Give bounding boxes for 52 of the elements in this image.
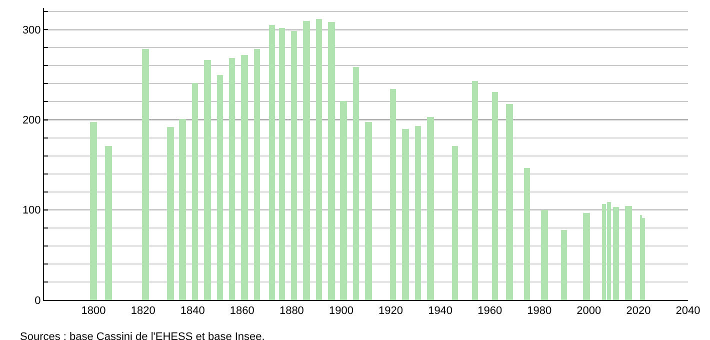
bar [625, 206, 632, 300]
bar [328, 22, 335, 300]
bar [402, 129, 409, 300]
bar [390, 89, 396, 300]
x-tick-label: 2000 [576, 305, 602, 318]
bar [167, 127, 174, 300]
bar [105, 146, 112, 300]
x-tick-label: 1920 [378, 305, 404, 318]
bar [365, 122, 372, 300]
x-tick-label: 1960 [478, 305, 502, 318]
bar [541, 210, 548, 300]
bar [179, 119, 186, 300]
x-tick-label: 1900 [328, 305, 354, 318]
x-tick-label: 1820 [130, 305, 156, 318]
bar [452, 146, 458, 300]
y-tick-label: 100 [22, 204, 41, 217]
bar [524, 168, 530, 300]
source-note: Sources : base Cassini de l'EHESS et base Insee. [20, 331, 265, 340]
bar [291, 31, 297, 300]
y-tick-label: 300 [22, 24, 41, 36]
bar [217, 75, 223, 300]
y-tick-label: 0 [34, 294, 41, 307]
y-tick-label: 200 [22, 114, 41, 127]
bar [254, 49, 260, 300]
x-tick-label: 2020 [626, 305, 651, 318]
x-tick-label: 1800 [81, 305, 106, 318]
bar [90, 122, 97, 300]
bar [316, 19, 322, 300]
bar [353, 67, 359, 300]
bar [303, 21, 310, 300]
bar [269, 25, 275, 300]
x-tick-label: 1840 [180, 305, 205, 318]
bar [279, 28, 285, 300]
x-tick-label: 2040 [676, 305, 700, 318]
bar [142, 49, 149, 300]
bar [340, 101, 347, 300]
bar [427, 117, 434, 300]
bar [229, 58, 235, 300]
bar [204, 60, 211, 300]
bar [415, 126, 421, 300]
x-tick-label: 1980 [527, 305, 552, 318]
x-tick-label: 1880 [279, 305, 304, 318]
bar [561, 230, 567, 300]
x-tick-label: 1860 [230, 305, 254, 318]
bar [506, 104, 513, 300]
bar [472, 81, 478, 300]
bar [492, 92, 498, 300]
bar [241, 55, 248, 300]
bar [192, 83, 198, 300]
x-tick-label: 1940 [428, 305, 453, 318]
bar [613, 207, 619, 300]
bar [583, 213, 590, 300]
